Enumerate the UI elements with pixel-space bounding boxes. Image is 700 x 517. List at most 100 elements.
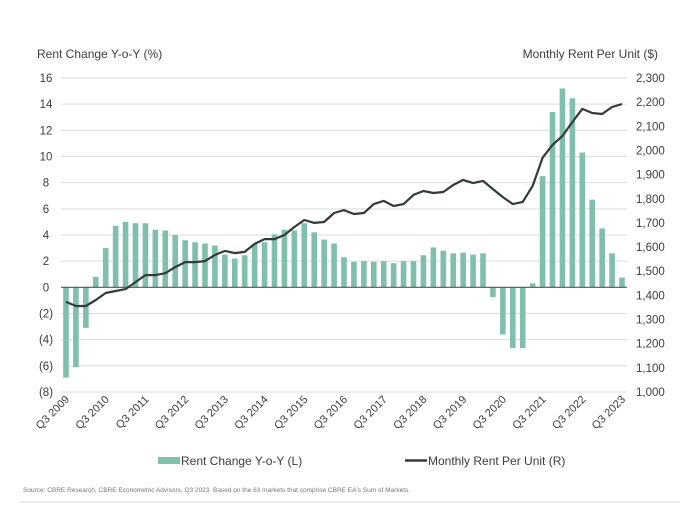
- right-tick-label: 1,500: [636, 266, 665, 278]
- bar: [202, 243, 208, 288]
- bar: [83, 287, 89, 328]
- bar: [440, 250, 447, 288]
- legend-bar-label: Rent Change Y-o-Y (L): [181, 454, 302, 468]
- left-axis-title: Rent Change Y-o-Y (%): [37, 47, 162, 61]
- bar: [291, 230, 298, 288]
- bar: [192, 242, 198, 288]
- bar: [490, 287, 496, 298]
- x-axis-ticks: Q3 2009 Q3 2010 Q3 2011 Q3 2012 Q3 2013 Q3 20…: [34, 394, 628, 432]
- line-series: [65, 103, 623, 308]
- bar: [559, 88, 566, 288]
- right-tick-label: 1,600: [636, 242, 665, 254]
- bar: [519, 287, 526, 349]
- bar: [549, 112, 556, 288]
- right-tick-label: 1,700: [636, 218, 665, 230]
- right-tick-label: 1,900: [636, 170, 665, 182]
- bar: [619, 277, 625, 288]
- bar: [609, 253, 615, 288]
- right-axis-title: Monthly Rent Per Unit ($): [523, 47, 658, 61]
- x-tick-label: Q3 2020: [471, 394, 509, 432]
- left-tick-label: (6): [39, 361, 53, 373]
- left-tick-label: 2: [43, 256, 49, 268]
- bar: [430, 247, 437, 288]
- x-tick-label: Q3 2022: [550, 394, 588, 432]
- x-tick-label: Q3 2023: [590, 394, 628, 432]
- right-tick-label: 1,300: [636, 315, 665, 327]
- bar: [142, 223, 149, 288]
- bar: [231, 258, 238, 288]
- right-tick-label: 1,400: [636, 290, 665, 302]
- left-tick-label: 14: [40, 99, 53, 111]
- bar-series: [63, 88, 625, 378]
- bar: [400, 261, 407, 288]
- legend-bar-swatch: [158, 457, 180, 464]
- line-path: [65, 103, 623, 308]
- bar: [63, 287, 69, 378]
- x-tick-label: Q3 2010: [74, 394, 112, 432]
- bar: [251, 244, 258, 288]
- left-tick-label: 12: [40, 125, 53, 137]
- right-tick-label: 1,800: [636, 194, 665, 206]
- bar: [182, 240, 188, 288]
- x-tick-label: Q3 2009: [34, 394, 72, 432]
- right-tick-label: 2,200: [636, 97, 665, 109]
- right-tick-label: 1,200: [636, 339, 665, 351]
- bar: [311, 232, 318, 288]
- gridlines: [61, 77, 627, 393]
- bar: [599, 228, 605, 288]
- bar: [261, 242, 268, 288]
- bar: [241, 255, 248, 288]
- bar: [301, 223, 308, 288]
- bar: [539, 176, 546, 288]
- bar: [331, 243, 337, 288]
- bar: [420, 255, 427, 288]
- left-tick-label: 10: [40, 152, 53, 164]
- bar: [92, 276, 99, 288]
- x-tick-label: Q3 2011: [114, 394, 152, 432]
- x-tick-label: Q3 2016: [312, 394, 350, 432]
- bar: [370, 261, 377, 288]
- bar: [341, 257, 347, 288]
- bar: [500, 287, 506, 335]
- x-tick-label: Q3 2012: [153, 394, 191, 432]
- x-tick-label: Q3 2019: [431, 394, 469, 432]
- bar: [380, 261, 387, 288]
- bar: [410, 261, 417, 288]
- right-tick-label: 1,100: [636, 363, 665, 375]
- bar: [579, 152, 586, 288]
- bar: [172, 235, 179, 288]
- bar: [390, 263, 397, 288]
- bar: [470, 254, 476, 288]
- legend-line-label: Monthly Rent Per Unit (R): [428, 454, 565, 468]
- left-tick-label: (2): [39, 309, 53, 321]
- bar: [212, 245, 218, 288]
- bar: [480, 253, 486, 288]
- bar: [102, 248, 109, 288]
- bar: [351, 261, 357, 288]
- bar: [529, 283, 536, 288]
- left-tick-label: 4: [43, 230, 50, 242]
- bar: [73, 287, 79, 368]
- right-tick-label: 1,000: [636, 387, 665, 399]
- left-tick-label: 0: [43, 282, 49, 294]
- legend: Rent Change Y-o-Y (L) Monthly Rent Per U…: [158, 454, 565, 468]
- right-tick-label: 2,300: [636, 73, 665, 85]
- bar: [271, 234, 278, 288]
- bar: [569, 98, 576, 288]
- x-tick-label: Q3 2018: [391, 394, 429, 432]
- bar: [589, 199, 596, 288]
- left-tick-label: 6: [43, 204, 49, 216]
- bar: [460, 252, 466, 288]
- x-tick-label: Q3 2014: [232, 394, 270, 432]
- bar: [112, 225, 119, 288]
- right-axis-ticks: 2,300 2,200 2,100 2,000 1,900 1,800 1,700 1,600…: [636, 73, 665, 399]
- bar: [162, 230, 169, 288]
- bar: [361, 261, 367, 288]
- x-tick-label: Q3 2015: [272, 394, 310, 432]
- left-axis-ticks: 16 14 12 10 8 6 4 2 0 (2) (4) (6) (8): [39, 73, 53, 399]
- source-note: Source: CBRE Research, CBRE Econometric …: [23, 487, 410, 494]
- x-tick-label: Q3 2017: [352, 394, 390, 432]
- x-tick-label: Q3 2013: [193, 394, 231, 432]
- left-tick-label: (8): [39, 387, 53, 399]
